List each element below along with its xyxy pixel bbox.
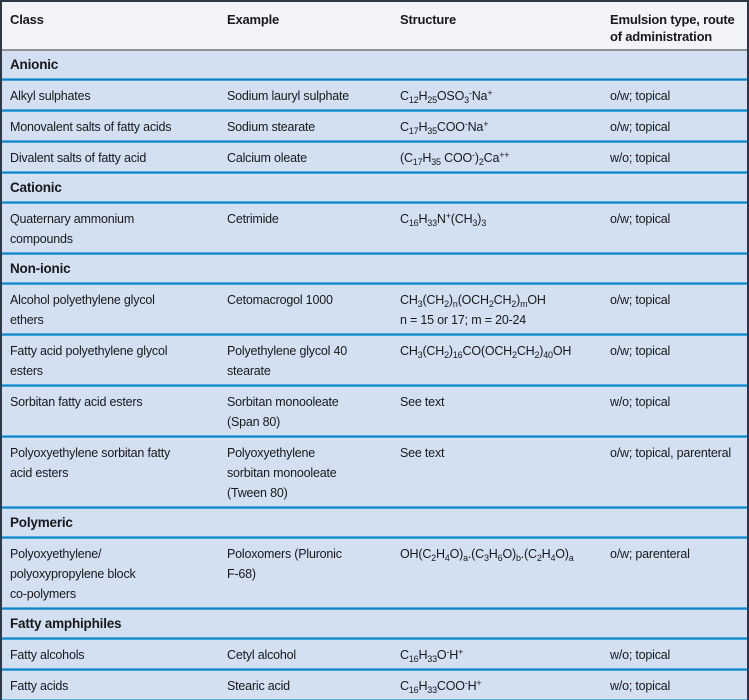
cell-emulsion: o/w; topical: [610, 293, 671, 307]
cell-example: Cetrimide: [227, 212, 279, 226]
cell-example: Cetyl alcohol: [227, 648, 296, 662]
cell-structure: C17H35COO-Na+: [400, 119, 489, 136]
table-row: Quaternary ammonium compounds Cetrimide …: [2, 204, 747, 252]
row-divider: [2, 536, 747, 539]
cell-example: Sodium stearate: [227, 120, 316, 134]
cell-class: Monovalent salts of fatty acids: [10, 120, 172, 134]
cell-structure: CH3(CH2)16CO(OCH2CH2)40OH: [400, 344, 572, 360]
cell-example: Cetomacrogol 1000: [227, 293, 333, 307]
cell-structure: See text: [400, 395, 445, 409]
column-header-structure: Structure: [400, 12, 456, 27]
table-row: Divalent salts of fatty acid Calcium ole…: [2, 143, 747, 171]
row-divider: [2, 252, 747, 255]
table-row: Polyoxyethylene sorbitan fatty acid este…: [2, 438, 747, 506]
row-divider: [2, 384, 747, 387]
cell-emulsion: o/w; topical: [610, 212, 671, 226]
table-row: Alkyl sulphates Sodium lauryl sulphate C…: [2, 81, 747, 109]
cell-emulsion: w/o; topical: [610, 395, 671, 409]
row-divider: [2, 333, 747, 336]
table-row: Sorbitan fatty acid esters Sorbitan mono…: [2, 387, 747, 435]
cell-emulsion: o/w; topical: [610, 120, 671, 134]
row-divider: [2, 668, 747, 671]
table-row: Fatty acid polyethylene glycol esters Po…: [2, 336, 747, 384]
row-divider: [2, 435, 747, 438]
row-divider: [2, 171, 747, 174]
cell-class: Fatty acid polyethylene glycol esters: [10, 344, 168, 378]
cell-structure: C16H33O-H+: [400, 647, 464, 664]
section-label: Fatty amphiphiles: [10, 616, 122, 631]
cell-example: Calcium oleate: [227, 151, 307, 165]
row-divider: [2, 607, 747, 610]
section-row-cationic: Cationic: [2, 174, 747, 201]
cell-structure: See text: [400, 446, 445, 460]
cell-structure: OH(C2H4O)a.(C3H6O)b.(C2H4O)a: [400, 547, 574, 563]
cell-structure: (C17H35 COO-)2Ca++: [400, 150, 510, 167]
row-divider: [2, 506, 747, 509]
row-divider: [2, 282, 747, 285]
cell-emulsion: o/w; topical, parenteral: [610, 446, 731, 460]
cell-emulsion: w/o; topical: [610, 679, 671, 693]
table-row: Polyoxyethylene/ polyoxypropylene block …: [2, 539, 747, 607]
row-divider: [2, 109, 747, 112]
cell-example: Stearic acid: [227, 679, 290, 693]
section-label: Anionic: [10, 57, 59, 72]
section-label: Cationic: [10, 180, 62, 195]
cell-class: Alcohol polyethylene glycol ethers: [10, 293, 155, 327]
cell-class: Polyoxyethylene sorbitan fatty acid este…: [10, 446, 171, 480]
row-divider: [2, 637, 747, 640]
cell-example: Sodium lauryl sulphate: [227, 89, 350, 103]
section-row-polymeric: Polymeric: [2, 509, 747, 536]
section-row-anionic: Anionic: [2, 51, 747, 78]
cell-class: Sorbitan fatty acid esters: [10, 395, 143, 409]
cell-structure: C16H33COO-H+: [400, 678, 482, 695]
table-row: Fatty acids Stearic acid C16H33COO-H+ w/…: [2, 671, 747, 699]
cell-emulsion: w/o; topical: [610, 151, 671, 165]
cell-class: Quaternary ammonium compounds: [10, 212, 135, 246]
column-header-example: Example: [227, 12, 280, 27]
section-row-non-ionic: Non-ionic: [2, 255, 747, 282]
cell-example: Polyoxyethylene sorbitan monooleate (Twe…: [227, 446, 337, 500]
cell-emulsion: o/w; topical: [610, 344, 671, 358]
cell-class: Alkyl sulphates: [10, 89, 91, 103]
cell-class: Fatty acids: [10, 679, 69, 693]
cell-structure: C12H25OSO3-Na+: [400, 88, 493, 105]
cell-example: Polyethylene glycol 40 stearate: [227, 344, 347, 378]
section-row-fatty-amphiphiles: Fatty amphiphiles: [2, 610, 747, 637]
row-divider: [2, 78, 747, 81]
column-header-class: Class: [10, 12, 44, 27]
cell-class: Fatty alcohols: [10, 648, 85, 662]
header-divider: [2, 49, 747, 51]
section-label: Polymeric: [10, 515, 73, 530]
cell-structure: CH3(CH2)n(OCH2CH2)mOH n = 15 or 17; m = 2…: [400, 293, 546, 327]
cell-example: Sorbitan monooleate (Span 80): [227, 395, 339, 429]
column-header-emulsion: Emulsion type, route of administration: [610, 12, 735, 44]
table-row: Alcohol polyethylene glycol ethers Cetom…: [2, 285, 747, 333]
cell-class: Polyoxyethylene/ polyoxypropylene block …: [10, 547, 136, 601]
row-divider: [2, 140, 747, 143]
cell-emulsion: o/w; topical: [610, 89, 671, 103]
cell-emulsion: o/w; parenteral: [610, 547, 690, 561]
cell-class: Divalent salts of fatty acid: [10, 151, 147, 165]
row-divider: [2, 201, 747, 204]
cell-structure: C16H33N+(CH3)3: [400, 211, 487, 228]
table-row: Fatty alcohols Cetyl alcohol C16H33O-H+ …: [2, 640, 747, 668]
table-header-row: Class Example Structure Emulsion type, r…: [2, 2, 747, 49]
cell-example: Poloxomers (Pluronic F-68): [227, 547, 342, 581]
table-row: Monovalent salts of fatty acids Sodium s…: [2, 112, 747, 140]
section-label: Non-ionic: [10, 261, 71, 276]
cell-emulsion: w/o; topical: [610, 648, 671, 662]
